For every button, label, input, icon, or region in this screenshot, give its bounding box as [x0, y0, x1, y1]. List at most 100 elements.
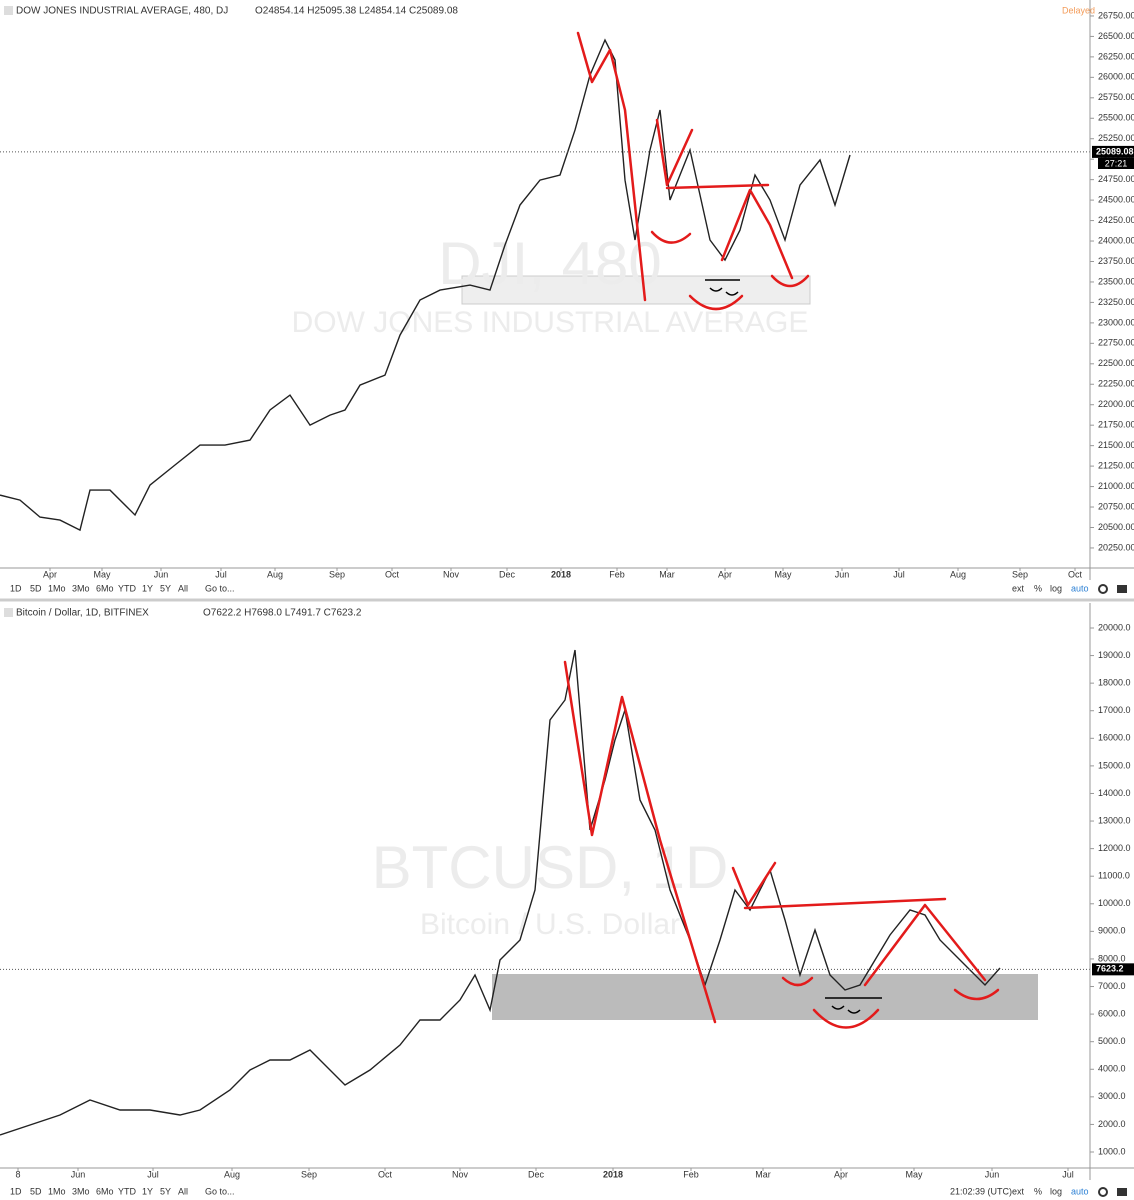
y-tick-label: 9000.0	[1098, 926, 1126, 936]
range-button[interactable]: 5D	[30, 583, 42, 593]
range-button[interactable]: Go to...	[205, 1186, 235, 1196]
drawing	[781, 976, 814, 987]
icon	[4, 608, 13, 617]
last-price-box	[1092, 145, 1134, 158]
x-tick-label: Jul	[893, 569, 905, 579]
time: 21:02:39 (UTC)	[950, 1186, 1012, 1196]
support-zone	[492, 974, 1038, 1020]
range-button[interactable]: Go to...	[205, 583, 235, 593]
x-tick-label: Jun	[71, 1169, 86, 1179]
y-tick-label: 21000.00	[1098, 481, 1134, 491]
y-tick-label: 24750.00	[1098, 174, 1134, 184]
y-tick-label: 20750.00	[1098, 501, 1134, 511]
x-tick-label: Oct	[378, 1169, 393, 1179]
range-button[interactable]: 6Mo	[96, 583, 114, 593]
drawing	[953, 988, 1000, 1001]
drawing	[812, 1008, 880, 1029]
range-button[interactable]: 1Mo	[48, 1186, 66, 1196]
option-button[interactable]: auto	[1071, 583, 1089, 593]
plots: 20250.00 20500.00 20750.00 21000.00 21250.00…	[0, 10, 1134, 1197]
range-button[interactable]: 5Y	[160, 1186, 171, 1196]
x-tick-label: May	[905, 1169, 923, 1179]
y-tick-label: 23500.00	[1098, 276, 1134, 286]
y-tick-label: 16000.0	[1098, 733, 1131, 743]
range-button[interactable]: 1Mo	[48, 583, 66, 593]
range-button[interactable]: 1D	[10, 1186, 22, 1196]
y-tick-label: 21250.00	[1098, 460, 1134, 470]
option-button[interactable]: log	[1050, 1186, 1062, 1196]
option-button[interactable]: ext	[1012, 583, 1025, 593]
range-button[interactable]: All	[178, 1186, 188, 1196]
last-price-label: 25089.08	[1096, 146, 1134, 156]
y-tick-label: 20250.00	[1098, 542, 1134, 552]
y-tick-label: 3000.0	[1098, 1091, 1126, 1101]
range-button[interactable]: All	[178, 583, 188, 593]
drawing	[770, 274, 810, 288]
y-tick-label: 26500.00	[1098, 31, 1134, 41]
range-button[interactable]: YTD	[118, 1186, 137, 1196]
y-tick-label: 19000.0	[1098, 650, 1131, 660]
range-button[interactable]: 5Y	[160, 583, 171, 593]
chart-title: Bitcoin / Dollar, 1D, BITFINEX	[16, 608, 149, 619]
screenshot-button[interactable]	[1117, 585, 1127, 593]
x-tick-label: Nov	[452, 1169, 469, 1179]
x-tick-label: Jul	[215, 569, 227, 579]
option-button[interactable]: log	[1050, 583, 1062, 593]
ohlc: O24854.14 H25095.38 L24854.14 C25089.08	[255, 6, 458, 17]
y-tick-label: 12000.0	[1098, 843, 1131, 853]
settings-button[interactable]	[1098, 1187, 1108, 1197]
x-tick-label: Sep	[329, 569, 345, 579]
drawing	[731, 861, 777, 907]
range-button[interactable]: YTD	[118, 583, 137, 593]
x-tick-label: Oct	[1068, 569, 1083, 579]
x-tick-label: Feb	[609, 569, 625, 579]
range-button[interactable]: 1Y	[142, 583, 153, 593]
y-tick-label: 21750.00	[1098, 420, 1134, 430]
y-tick-label: 22750.00	[1098, 338, 1134, 348]
ohlc: O7622.2 H7698.0 L7491.7 C7623.2	[203, 608, 362, 619]
chart-title: DOW JONES INDUSTRIAL AVERAGE, 480, DJ	[16, 6, 228, 17]
y-tick-label: 8000.0	[1098, 953, 1126, 963]
y-tick-label: 1000.0	[1098, 1146, 1126, 1156]
range-button[interactable]: 3Mo	[72, 583, 90, 593]
range-button[interactable]: 1Y	[142, 1186, 153, 1196]
y-tick-label: 24500.00	[1098, 194, 1134, 204]
y-tick-label: 20500.00	[1098, 522, 1134, 532]
drawing	[576, 31, 647, 302]
y-tick-label: 14000.0	[1098, 788, 1131, 798]
watermark-sub: Bitcoin / U.S. Dollar	[420, 908, 680, 941]
y-tick-label: 10000.0	[1098, 898, 1131, 908]
price-line	[0, 38, 851, 532]
y-tick-label: 22000.00	[1098, 399, 1134, 409]
y-tick-label: 25750.00	[1098, 92, 1134, 102]
x-tick-label: Aug	[267, 569, 283, 579]
drawing	[665, 183, 770, 190]
x-tick-label: Oct	[385, 569, 400, 579]
range-button[interactable]: 6Mo	[96, 1186, 114, 1196]
y-tick-label: 18000.0	[1098, 678, 1131, 688]
y-tick-label: 22250.00	[1098, 379, 1134, 389]
range-button[interactable]: 5D	[30, 1186, 42, 1196]
y-tick-label: 2000.0	[1098, 1119, 1126, 1129]
x-tick-label: Jun	[835, 569, 850, 579]
y-tick-label: 20000.0	[1098, 622, 1131, 632]
y-tick-label: 26250.00	[1098, 51, 1134, 61]
last-price-label: 7623.2	[1096, 964, 1124, 974]
x-tick-label: 2018	[551, 569, 571, 579]
option-button[interactable]: ext	[1012, 1186, 1025, 1196]
range-button[interactable]: 1D	[10, 583, 22, 593]
x-tick-label: Jul	[147, 1169, 159, 1179]
drawing	[863, 903, 987, 987]
option-button[interactable]: %	[1034, 583, 1042, 593]
option-button[interactable]: %	[1034, 1186, 1042, 1196]
x-tick-label: Apr	[43, 569, 57, 579]
screenshot-button[interactable]	[1117, 1188, 1127, 1196]
x-tick-label: Feb	[683, 1169, 699, 1179]
range-button[interactable]: 3Mo	[72, 1186, 90, 1196]
settings-button[interactable]	[1098, 584, 1108, 594]
countdown-box	[1098, 158, 1134, 169]
drawing	[743, 897, 947, 910]
y-tick-label: 17000.0	[1098, 705, 1131, 715]
x-tick-label: May	[774, 569, 792, 579]
option-button[interactable]: auto	[1071, 1186, 1089, 1196]
